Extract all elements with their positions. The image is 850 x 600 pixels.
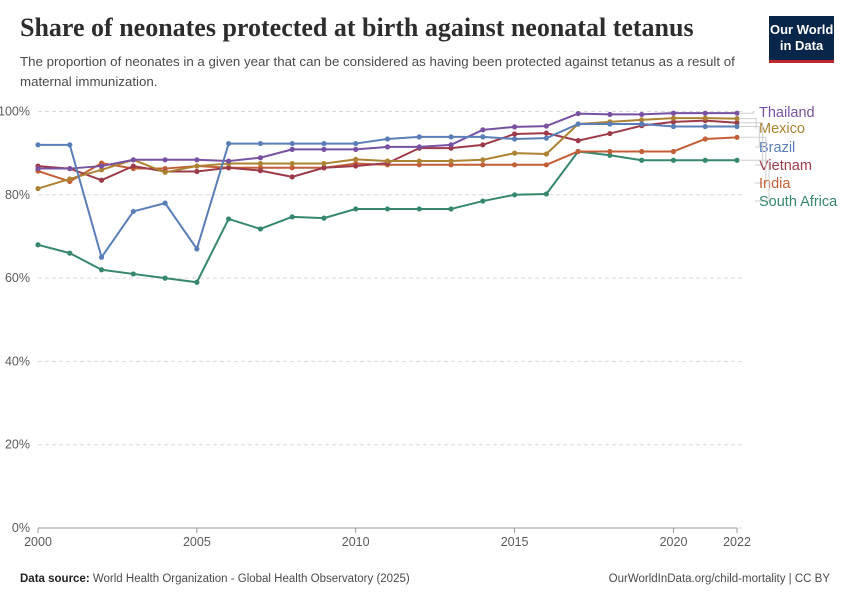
svg-text:2022: 2022	[723, 535, 751, 549]
svg-text:South Africa: South Africa	[759, 194, 838, 210]
svg-text:20%: 20%	[5, 438, 30, 452]
svg-text:India: India	[759, 176, 791, 192]
svg-text:2015: 2015	[501, 535, 529, 549]
svg-text:2000: 2000	[24, 535, 52, 549]
svg-text:0%: 0%	[12, 521, 30, 535]
svg-text:100%: 100%	[0, 105, 30, 119]
svg-text:40%: 40%	[5, 354, 30, 368]
svg-text:60%: 60%	[5, 271, 30, 285]
svg-text:Thailand: Thailand	[759, 105, 815, 121]
svg-text:80%: 80%	[5, 188, 30, 202]
svg-text:2010: 2010	[342, 535, 370, 549]
svg-text:Brazil: Brazil	[759, 140, 795, 156]
svg-text:2005: 2005	[183, 535, 211, 549]
svg-text:Mexico: Mexico	[759, 121, 805, 137]
svg-text:2020: 2020	[660, 535, 688, 549]
